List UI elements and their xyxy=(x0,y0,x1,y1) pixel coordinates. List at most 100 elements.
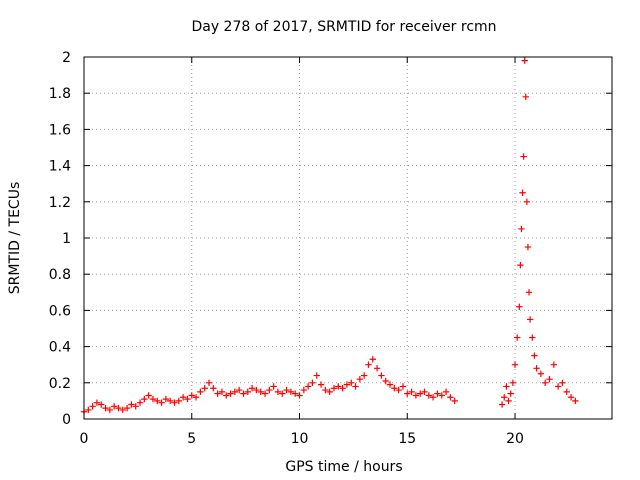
data-point xyxy=(352,383,359,390)
data-point xyxy=(188,392,195,399)
data-point xyxy=(498,401,506,408)
data-point xyxy=(218,388,226,396)
data-point xyxy=(330,385,338,392)
data-point xyxy=(408,388,415,396)
data-point xyxy=(531,352,538,359)
data-point xyxy=(102,404,109,412)
data-point xyxy=(386,381,394,388)
data-point xyxy=(179,394,187,401)
y-tick-label: 0 xyxy=(62,412,71,428)
data-point xyxy=(162,395,170,403)
data-point xyxy=(266,386,273,394)
data-point xyxy=(343,381,351,388)
data-point xyxy=(240,390,247,397)
data-points xyxy=(80,57,579,415)
data-point xyxy=(382,377,389,385)
x-axis-label: GPS time / hours xyxy=(285,459,402,475)
data-point xyxy=(519,189,526,196)
data-point xyxy=(85,406,92,414)
data-point xyxy=(563,388,570,396)
data-point xyxy=(335,383,342,390)
data-point xyxy=(235,386,243,394)
data-point xyxy=(522,93,529,101)
y-tick-label: 1.8 xyxy=(49,86,71,102)
data-point xyxy=(201,385,208,392)
gridlines xyxy=(84,57,612,419)
x-tick-label: 10 xyxy=(291,431,309,447)
data-point xyxy=(523,198,531,205)
x-tick-label: 15 xyxy=(398,431,416,447)
data-point xyxy=(513,334,521,341)
y-tick-label: 0.8 xyxy=(49,267,71,283)
y-tick-label: 1 xyxy=(62,231,71,247)
data-point xyxy=(123,404,131,412)
data-point xyxy=(501,394,508,401)
data-point xyxy=(550,361,558,368)
data-point xyxy=(231,388,239,396)
data-point xyxy=(296,392,303,399)
data-point xyxy=(369,356,376,363)
data-point xyxy=(227,390,234,397)
data-point xyxy=(210,385,217,392)
data-point xyxy=(554,383,562,390)
data-point xyxy=(214,390,221,397)
data-point xyxy=(360,372,368,379)
data-point xyxy=(526,316,534,323)
data-point xyxy=(175,397,183,405)
data-point xyxy=(507,390,514,397)
data-point xyxy=(567,394,575,401)
data-point xyxy=(261,390,269,397)
data-point xyxy=(378,372,385,379)
data-point xyxy=(313,372,320,379)
y-tick-label: 0.6 xyxy=(49,303,71,319)
data-point xyxy=(145,392,152,399)
data-point xyxy=(399,383,407,390)
data-point xyxy=(309,379,316,386)
data-point xyxy=(511,361,519,368)
data-point xyxy=(516,303,523,310)
data-point xyxy=(404,390,411,397)
data-point xyxy=(391,385,398,392)
data-point xyxy=(572,397,579,405)
data-point xyxy=(525,289,533,296)
data-point xyxy=(171,399,178,406)
y-tick-label: 1.6 xyxy=(49,122,71,138)
data-point xyxy=(149,395,157,403)
data-point xyxy=(541,379,549,386)
data-point xyxy=(518,225,525,233)
data-point xyxy=(287,388,295,396)
data-point xyxy=(447,394,454,401)
data-point xyxy=(509,379,517,386)
data-point xyxy=(110,403,118,410)
data-point xyxy=(421,388,428,396)
data-point xyxy=(119,406,126,414)
data-point xyxy=(106,406,114,414)
data-point xyxy=(300,386,308,394)
data-point xyxy=(520,153,527,160)
data-point xyxy=(505,397,512,405)
data-point xyxy=(434,390,441,397)
data-point xyxy=(158,399,165,406)
data-point xyxy=(322,386,329,394)
data-point xyxy=(546,375,553,383)
data-point xyxy=(115,404,122,412)
plot-frame xyxy=(83,56,613,420)
data-point xyxy=(559,379,566,386)
data-point xyxy=(326,388,333,396)
data-point xyxy=(253,386,260,394)
data-point xyxy=(292,390,299,397)
data-point xyxy=(184,395,191,403)
data-point xyxy=(167,397,174,405)
data-point xyxy=(192,394,200,401)
data-point xyxy=(223,392,230,399)
data-point xyxy=(365,361,372,368)
data-point xyxy=(248,385,256,392)
data-point xyxy=(89,403,96,410)
y-tick-label: 2 xyxy=(62,50,71,66)
data-point xyxy=(373,365,381,372)
data-point xyxy=(197,388,204,396)
x-tick-label: 0 xyxy=(80,431,89,447)
y-axis-label: SRMTID / TECUs xyxy=(7,182,23,295)
data-point xyxy=(93,399,101,406)
